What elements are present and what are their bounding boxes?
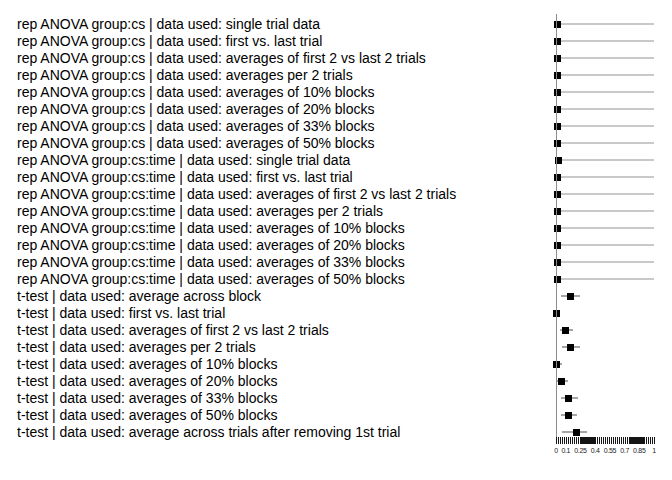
row-label: rep ANOVA group:cs:time | data used: sin…	[17, 152, 350, 169]
row-guide-line	[556, 108, 654, 110]
x-axis-tick-label: 0.85	[633, 447, 645, 454]
forest-plot-figure: rep ANOVA group:cs | data used: single t…	[0, 0, 672, 480]
point-marker	[565, 395, 572, 402]
row-guide-line	[556, 159, 654, 161]
row-label: rep ANOVA group:cs | data used: averages…	[17, 50, 426, 67]
row-label: rep ANOVA group:cs:time | data used: fir…	[17, 169, 353, 186]
row-label: rep ANOVA group:cs:time | data used: ave…	[17, 203, 383, 220]
x-axis-tick-label: 0.7	[620, 447, 629, 454]
row-label: t-test | data used: averages of 10% bloc…	[17, 356, 277, 373]
row-guide-line	[556, 193, 654, 195]
row-label: rep ANOVA group:cs | data used: averages…	[17, 118, 374, 135]
point-marker	[567, 344, 574, 351]
row-guide-line	[556, 176, 654, 178]
row-guide-line	[556, 210, 654, 212]
row-label: rep ANOVA group:cs | data used: averages…	[17, 135, 374, 152]
row-label: rep ANOVA group:cs | data used: averages…	[17, 84, 374, 101]
x-axis-tick-label: 0.55	[604, 447, 616, 454]
row-label: rep ANOVA group:cs | data used: single t…	[17, 16, 320, 33]
row-label: t-test | data used: first vs. last trial	[17, 305, 225, 322]
row-guide-line	[556, 261, 654, 263]
point-marker	[567, 293, 574, 300]
row-guide-line	[556, 91, 654, 93]
row-label: t-test | data used: average across block	[17, 288, 261, 305]
x-axis-tick-label: 0.25	[574, 447, 586, 454]
row-label: t-test | data used: averages per 2 trial…	[17, 339, 256, 356]
row-label: rep ANOVA group:cs | data used: averages…	[17, 67, 353, 84]
row-label: rep ANOVA group:cs:time | data used: ave…	[17, 254, 405, 271]
row-label: rep ANOVA group:cs:time | data used: ave…	[17, 186, 456, 203]
row-guide-line	[556, 74, 654, 76]
x-axis-tick-label: 0.1	[561, 447, 570, 454]
row-guide-line	[556, 278, 654, 280]
row-label: t-test | data used: averages of 33% bloc…	[17, 390, 277, 407]
row-guide-line	[556, 125, 654, 127]
row-guide-line	[556, 40, 654, 42]
point-marker	[565, 412, 572, 419]
row-guide-line	[556, 244, 654, 246]
row-label: rep ANOVA group:cs:time | data used: ave…	[17, 237, 405, 254]
row-label: t-test | data used: average across trial…	[17, 424, 400, 441]
x-axis-minor-tick	[654, 437, 655, 444]
x-axis-tick-label: 0	[554, 447, 558, 454]
point-marker	[573, 429, 580, 436]
row-label: rep ANOVA group:cs | data used: averages…	[17, 101, 374, 118]
y-axis-line	[556, 14, 557, 443]
point-marker	[562, 327, 569, 334]
row-guide-line	[556, 142, 654, 144]
row-guide-line	[556, 227, 654, 229]
x-axis-tick-label: 0.4	[591, 447, 600, 454]
row-label: rep ANOVA group:cs:time | data used: ave…	[17, 220, 405, 237]
row-label: t-test | data used: averages of 20% bloc…	[17, 373, 277, 390]
row-label: rep ANOVA group:cs | data used: first vs…	[17, 33, 322, 50]
row-guide-line	[556, 57, 654, 59]
row-guide-line	[556, 23, 654, 25]
row-label: t-test | data used: averages of 50% bloc…	[17, 407, 277, 424]
x-axis-tick-label: 1	[652, 447, 656, 454]
row-label: rep ANOVA group:cs:time | data used: ave…	[17, 271, 405, 288]
row-label: t-test | data used: averages of first 2 …	[17, 322, 329, 339]
point-marker	[558, 378, 565, 385]
